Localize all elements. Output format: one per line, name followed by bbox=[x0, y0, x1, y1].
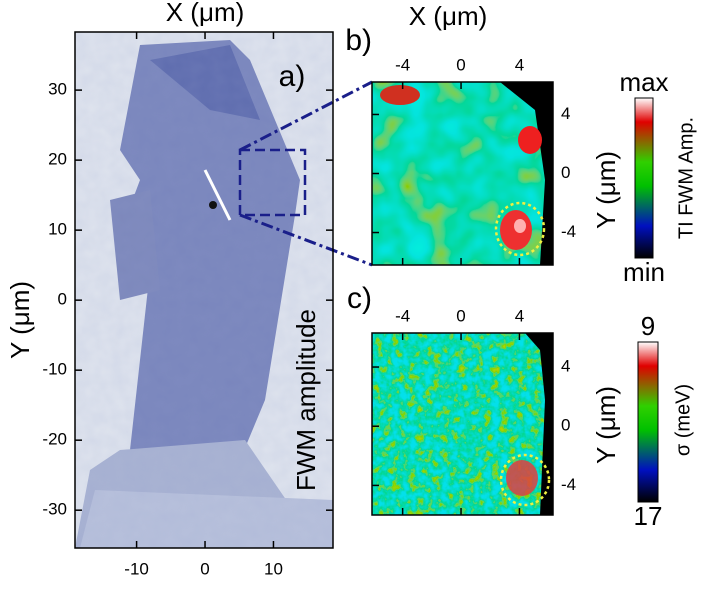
y-axis-label: Y (μm) bbox=[591, 151, 621, 229]
image-a bbox=[75, 32, 333, 548]
x-tick-label: 0 bbox=[200, 559, 209, 578]
colorbar-end-label: max bbox=[619, 67, 668, 97]
zoom-line bbox=[239, 80, 373, 152]
panel-label: a) bbox=[279, 60, 306, 93]
x-tick-label: 4 bbox=[515, 55, 524, 74]
x-tick-label: 0 bbox=[456, 306, 465, 325]
colorbar bbox=[634, 97, 654, 259]
x-tick-label: 10 bbox=[264, 559, 283, 578]
y-tick-label: 30 bbox=[48, 80, 67, 99]
colorbar-end-label: 9 bbox=[641, 311, 655, 341]
colorbar bbox=[637, 341, 659, 503]
x-tick-label: -4 bbox=[395, 306, 410, 325]
y-tick-label: -10 bbox=[42, 360, 67, 379]
y-tick-label: 10 bbox=[48, 220, 67, 239]
y-tick-label: -30 bbox=[42, 500, 67, 519]
panel-label: c) bbox=[347, 282, 372, 315]
colorbar-label: TI FWM Amp. bbox=[675, 117, 697, 239]
zoom-line bbox=[239, 213, 373, 267]
x-axis-label: X (μm) bbox=[409, 1, 488, 31]
y-tick-label: -4 bbox=[561, 222, 576, 241]
axes-frame bbox=[371, 332, 554, 516]
y-tick-label: -20 bbox=[42, 430, 67, 449]
axes-frame bbox=[74, 31, 334, 549]
x-tick-label: -4 bbox=[395, 55, 410, 74]
image-c bbox=[372, 333, 553, 515]
y-tick-label: 0 bbox=[58, 290, 67, 309]
y-tick-label: 4 bbox=[561, 357, 570, 376]
annotation: FWM amplitude bbox=[291, 309, 321, 491]
x-axis-label: X (μm) bbox=[166, 0, 245, 27]
y-axis-label: Y (μm) bbox=[5, 281, 35, 359]
colorbar-end-label: min bbox=[623, 257, 665, 287]
y-axis-label: Y (μm) bbox=[591, 386, 621, 464]
colorbar-end-label: 17 bbox=[634, 501, 663, 531]
y-tick-label: 0 bbox=[561, 416, 570, 435]
panel-label: b) bbox=[345, 24, 372, 57]
x-tick-label: -10 bbox=[124, 559, 149, 578]
highlight bbox=[494, 201, 546, 257]
y-tick-label: 0 bbox=[561, 163, 570, 182]
y-tick-label: -4 bbox=[561, 475, 576, 494]
y-tick-label: 4 bbox=[561, 104, 570, 123]
x-tick-label: 4 bbox=[515, 306, 524, 325]
colorbar-label: σ (meV) bbox=[672, 384, 694, 456]
zoom-box bbox=[238, 148, 307, 217]
image-b bbox=[372, 82, 553, 265]
highlight bbox=[499, 453, 551, 507]
y-tick-label: 20 bbox=[48, 150, 67, 169]
x-tick-label: 0 bbox=[456, 55, 465, 74]
